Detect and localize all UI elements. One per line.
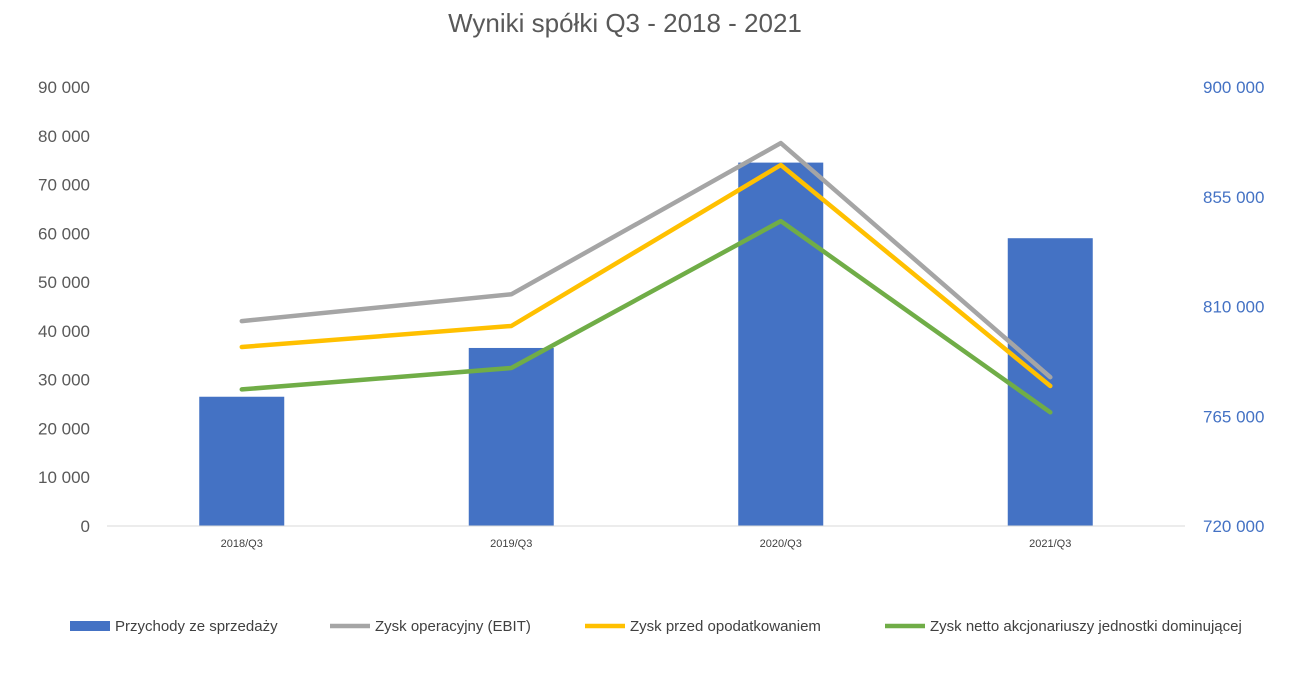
x-tick-label: 2021/Q3 [1029, 538, 1071, 550]
line-series-3 [239, 218, 1053, 415]
left-axis-ticks: 0 10 000 20 000 30 000 40 000 50 000 60 000 70 … [38, 78, 90, 536]
legend-label: Przychody ze sprzedaży [115, 618, 278, 635]
x-tick-label: 2018/Q3 [221, 538, 263, 550]
bar-2020-q3 [738, 162, 824, 526]
right-tick-label: 765 000 [1203, 407, 1264, 426]
left-tick-label: 0 [81, 517, 90, 536]
x-tick-label: 2020/Q3 [760, 538, 802, 550]
legend-label: Zysk netto akcjonariuszy jednostki domin… [930, 618, 1242, 635]
left-tick-label: 40 000 [38, 322, 90, 341]
right-tick-label: 855 000 [1203, 188, 1264, 207]
left-tick-label: 20 000 [38, 419, 90, 438]
left-tick-label: 30 000 [38, 371, 90, 390]
right-tick-label: 810 000 [1203, 298, 1264, 317]
bar-series [199, 162, 1093, 526]
x-axis-ticks: 2018/Q3 2019/Q3 2020/Q3 2021/Q3 [221, 538, 1072, 550]
left-tick-label: 70 000 [38, 176, 90, 195]
line-series-2 [239, 162, 1053, 389]
line-series [239, 140, 1053, 415]
chart-title: Wyniki spółki Q3 - 2018 - 2021 [448, 8, 802, 38]
legend-label: Zysk operacyjny (EBIT) [375, 618, 531, 635]
legend-label: Zysk przed opodatkowaniem [630, 618, 821, 635]
right-axis-ticks: 720 000 765 000 810 000 855 000 900 000 [1203, 78, 1264, 536]
x-tick-label: 2019/Q3 [490, 538, 532, 550]
left-tick-label: 60 000 [38, 224, 90, 243]
bar-2021-q3 [1007, 238, 1093, 526]
legend: Przychody ze sprzedaży Zysk operacyjny (E… [70, 618, 1242, 635]
right-tick-label: 720 000 [1203, 517, 1264, 536]
left-tick-label: 50 000 [38, 273, 90, 292]
bar-2019-q3 [468, 347, 554, 526]
left-tick-label: 10 000 [38, 468, 90, 487]
left-tick-label: 80 000 [38, 127, 90, 146]
line-series-1 [239, 140, 1053, 380]
bar-2018-q3 [199, 396, 285, 526]
legend-swatch-bar [70, 621, 110, 631]
left-tick-label: 90 000 [38, 78, 90, 97]
right-tick-label: 900 000 [1203, 78, 1264, 97]
